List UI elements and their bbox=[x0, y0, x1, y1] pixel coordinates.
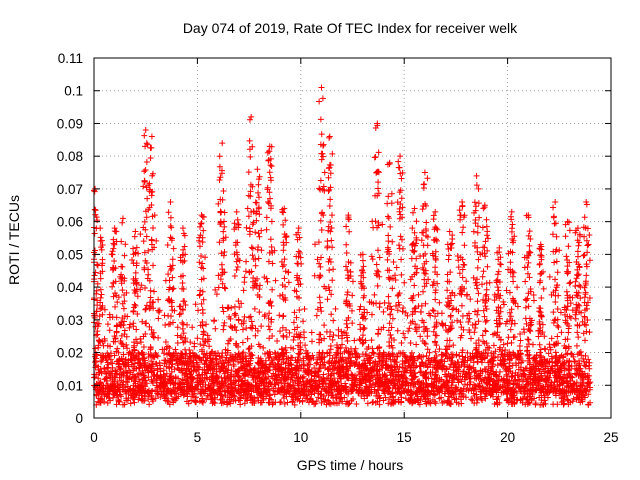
data-point bbox=[431, 392, 438, 399]
data-point bbox=[321, 359, 328, 366]
data-point bbox=[278, 398, 285, 405]
data-points bbox=[91, 84, 594, 408]
data-point bbox=[138, 397, 145, 404]
data-point bbox=[145, 395, 152, 402]
data-point bbox=[481, 366, 488, 373]
data-point bbox=[573, 366, 580, 373]
data-point bbox=[468, 396, 475, 403]
data-point bbox=[364, 393, 371, 400]
data-point bbox=[569, 374, 576, 381]
data-point bbox=[526, 399, 533, 406]
data-point bbox=[349, 395, 356, 402]
data-point bbox=[562, 351, 569, 358]
data-point bbox=[127, 369, 134, 376]
data-point bbox=[166, 401, 173, 408]
data-point bbox=[417, 369, 424, 376]
data-point bbox=[538, 397, 545, 404]
data-point bbox=[508, 374, 515, 381]
data-point bbox=[385, 400, 392, 407]
data-point bbox=[369, 399, 376, 406]
data-point bbox=[418, 359, 425, 366]
data-point bbox=[237, 386, 244, 393]
data-point bbox=[149, 398, 156, 405]
data-point bbox=[247, 392, 254, 399]
data-point bbox=[455, 400, 462, 407]
data-point bbox=[181, 360, 188, 367]
data-point bbox=[135, 396, 142, 403]
data-point bbox=[131, 399, 138, 406]
data-point bbox=[325, 397, 332, 404]
data-point bbox=[550, 401, 557, 408]
data-point bbox=[230, 398, 237, 405]
data-point bbox=[557, 353, 564, 360]
data-point bbox=[533, 351, 540, 358]
data-point bbox=[157, 394, 164, 401]
data-point bbox=[188, 397, 195, 404]
data-point bbox=[412, 373, 419, 380]
data-point bbox=[585, 391, 592, 398]
data-point bbox=[175, 362, 182, 369]
data-point bbox=[374, 398, 381, 405]
data-point bbox=[281, 380, 288, 387]
data-point bbox=[262, 374, 269, 381]
data-point bbox=[92, 359, 99, 366]
data-point bbox=[313, 360, 320, 367]
data-point bbox=[148, 358, 155, 365]
data-point bbox=[544, 394, 551, 401]
data-point bbox=[120, 351, 127, 358]
data-point bbox=[361, 395, 368, 402]
data-point bbox=[568, 350, 575, 357]
data-point bbox=[353, 400, 360, 407]
data-point bbox=[284, 399, 291, 406]
data-point bbox=[397, 350, 404, 357]
data-point bbox=[140, 397, 147, 404]
data-point bbox=[152, 395, 159, 402]
data-point bbox=[504, 373, 511, 380]
data-point bbox=[561, 400, 568, 407]
data-point bbox=[289, 398, 296, 405]
data-point bbox=[422, 375, 429, 382]
